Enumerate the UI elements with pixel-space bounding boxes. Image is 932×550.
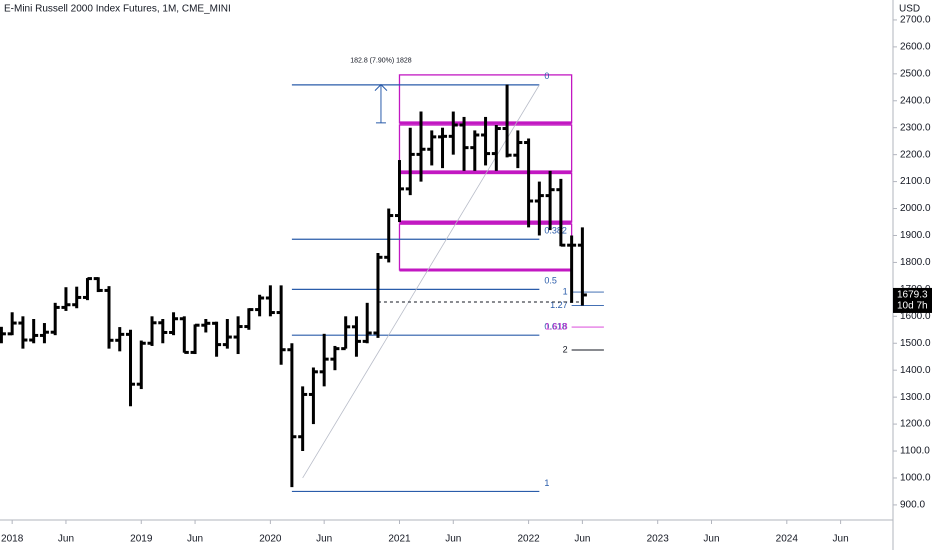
measure-arrow xyxy=(374,83,388,91)
x-tick-label: 2022 xyxy=(517,534,540,545)
range-box xyxy=(398,74,573,124)
fib-level-label: 1 xyxy=(544,478,549,488)
x-tick-label: 2018 xyxy=(1,534,24,545)
y-tick-label: 2200.0 xyxy=(900,149,931,160)
x-tick-label: Jun xyxy=(58,534,74,545)
x-tick-label: Jun xyxy=(316,534,332,545)
y-tick-label: 1400.0 xyxy=(900,365,931,376)
y-tick-label: 2700.0 xyxy=(900,15,931,26)
y-tick-label: 2000.0 xyxy=(900,203,931,214)
fib-ext-label: 2 xyxy=(563,344,568,354)
y-tick-label: 1500.0 xyxy=(900,338,931,349)
currency-label: USD xyxy=(899,4,920,15)
fib-level-label: 0.5 xyxy=(544,276,557,286)
x-tick-label: Jun xyxy=(833,534,849,545)
range-box xyxy=(398,172,573,223)
chart-title: E-Mini Russell 2000 Index Futures, 1M, C… xyxy=(4,4,231,15)
y-tick-label: 1300.0 xyxy=(900,392,931,403)
y-tick-label: 1600.0 xyxy=(900,311,931,322)
y-tick-label: 2400.0 xyxy=(900,95,931,106)
fib-ext-label: 1.27 xyxy=(550,300,568,310)
x-tick-label: Jun xyxy=(574,534,590,545)
y-tick-label: 1800.0 xyxy=(900,257,931,268)
y-tick-label: 2300.0 xyxy=(900,122,931,133)
y-tick-label: 2100.0 xyxy=(900,176,931,187)
y-tick-label: 2500.0 xyxy=(900,68,931,79)
x-tick-label: 2023 xyxy=(647,534,670,545)
fib-ext-label: 1 xyxy=(563,286,568,296)
fib-level-label: 0.382 xyxy=(544,226,567,236)
y-tick-label: 1000.0 xyxy=(900,473,931,484)
x-tick-label: 2020 xyxy=(259,534,282,545)
fib-level-label: 0 xyxy=(544,71,549,81)
y-tick-label: 1200.0 xyxy=(900,419,931,430)
x-tick-label: Jun xyxy=(187,534,203,545)
x-tick-label: 2024 xyxy=(776,534,799,545)
fib-ext-label: 1.618 xyxy=(545,321,568,331)
y-tick-label: 900.0 xyxy=(900,500,925,511)
x-tick-label: 2021 xyxy=(388,534,411,545)
y-tick-label: 2600.0 xyxy=(900,42,931,53)
x-tick-label: 2019 xyxy=(130,534,153,545)
price-tag-countdown: 10d 7h xyxy=(897,301,928,312)
price-tag-value: 1679.3 xyxy=(897,290,928,301)
trend-line xyxy=(302,84,540,479)
y-tick-label: 1900.0 xyxy=(900,230,931,241)
price-tag xyxy=(893,287,932,313)
x-tick-label: Jun xyxy=(703,534,719,545)
x-tick-label: Jun xyxy=(445,534,461,545)
measure-label: 182.8 (7.90%) 1828 xyxy=(350,57,412,64)
fib-level-label: 0.618 xyxy=(544,322,567,332)
y-tick-label: 1100.0 xyxy=(900,446,930,457)
